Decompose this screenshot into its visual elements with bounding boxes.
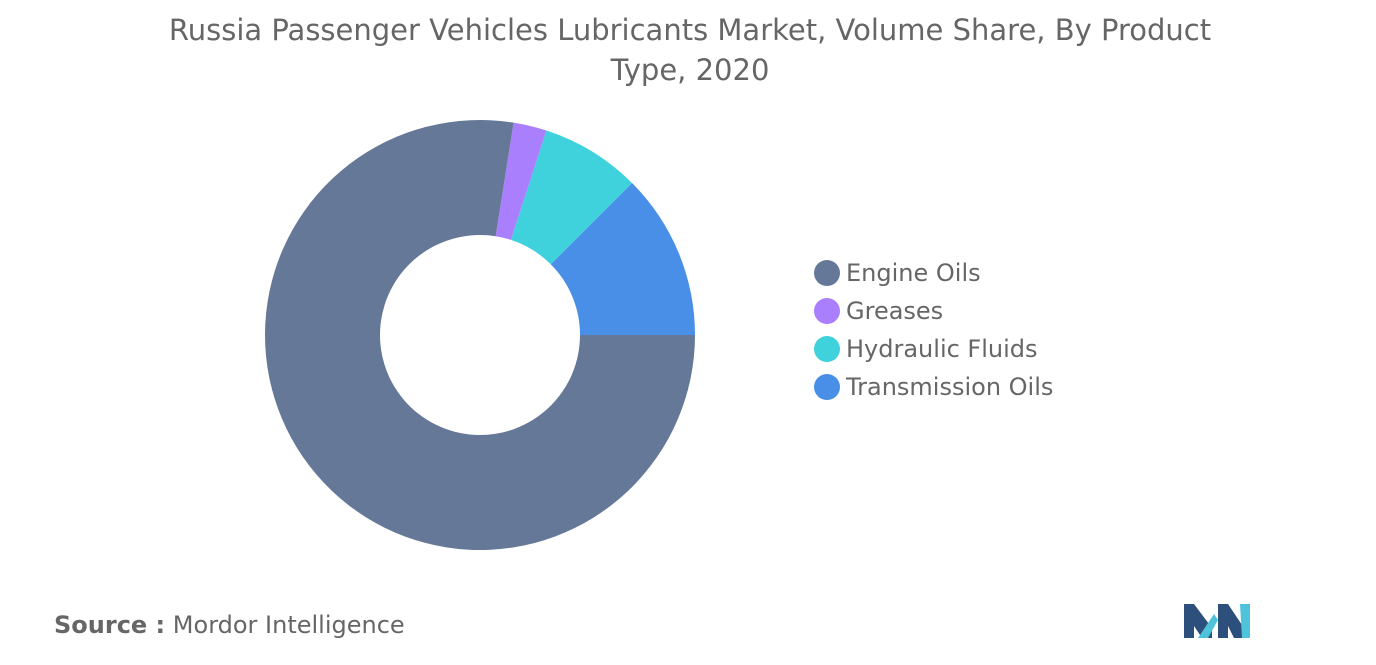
legend-swatch-transmission-oils xyxy=(814,374,840,400)
source-text: Mordor Intelligence xyxy=(172,611,405,639)
legend-swatch-hydraulic-fluids xyxy=(814,336,840,362)
chart-title: Russia Passenger Vehicles Lubricants Mar… xyxy=(168,13,1212,87)
slice-greases[interactable] xyxy=(495,122,547,240)
legend-swatch-greases xyxy=(814,298,840,324)
legend-swatch-engine-oils xyxy=(814,260,840,286)
slice-hydraulic-fluids[interactable] xyxy=(510,130,633,265)
slice-engine-oils[interactable] xyxy=(264,120,695,551)
legend-item-transmission-oils[interactable]: Transmission Oils xyxy=(814,368,1053,406)
legend-item-engine-oils[interactable]: Engine Oils xyxy=(814,254,1053,292)
legend-label-engine-oils: Engine Oils xyxy=(846,259,981,287)
source-note: Source : Mordor Intelligence xyxy=(54,611,405,639)
donut-slices xyxy=(264,120,695,551)
slice-transmission-oils[interactable] xyxy=(550,182,695,335)
mordor-intelligence-logo-icon xyxy=(1184,604,1250,638)
legend-label-greases: Greases xyxy=(846,297,944,325)
legend-label-transmission-oils: Transmission Oils xyxy=(846,373,1054,401)
legend-item-greases[interactable]: Greases xyxy=(814,292,1053,330)
legend-label-hydraulic-fluids: Hydraulic Fluids xyxy=(846,335,1038,363)
legend-item-hydraulic-fluids[interactable]: Hydraulic Fluids xyxy=(814,330,1053,368)
source-label: Source : xyxy=(54,611,166,639)
chart-legend: Engine Oils Greases Hydraulic Fluids Tra… xyxy=(814,254,1053,406)
